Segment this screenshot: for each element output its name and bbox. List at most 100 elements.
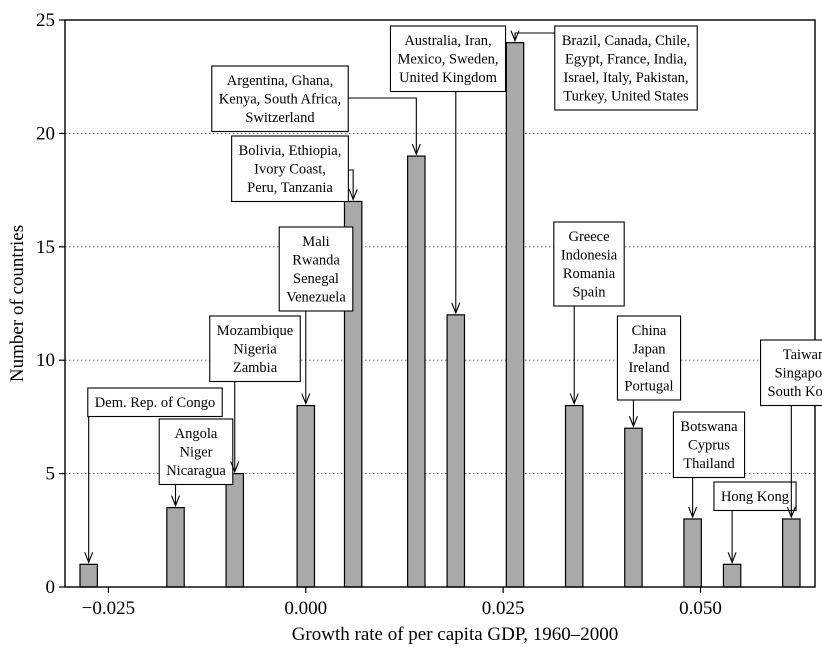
annotation-line: Egypt, France, India, — [565, 52, 687, 68]
annotation-box — [553, 221, 625, 307]
annotation-leader — [348, 97, 417, 155]
annotation-box — [760, 339, 822, 407]
annotation-line: Turkey, United States — [563, 89, 689, 105]
annotation-line: Portugal — [624, 379, 673, 395]
annotation-line: Ivory Coast, — [254, 162, 326, 178]
annotation-line: Botswana — [680, 419, 738, 435]
y-tick-label: 20 — [36, 123, 55, 144]
annotation-leader — [348, 169, 354, 200]
annotation-line: Argentina, Ghana, — [227, 73, 333, 89]
bar — [225, 473, 245, 588]
bar — [683, 518, 702, 588]
annotation-arrowhead — [230, 461, 240, 474]
bar — [624, 427, 643, 588]
bar — [782, 518, 801, 588]
annotation-arrowhead — [451, 302, 461, 315]
bar — [505, 42, 525, 588]
annotation-box — [713, 481, 797, 512]
y-tick-label: 10 — [36, 350, 55, 371]
x-axis-title: Growth rate of per capita GDP, 1960–2000 — [292, 624, 619, 645]
annotation-arrowhead — [510, 30, 520, 43]
annotation: Angola Niger Nicaragua — [158, 418, 234, 508]
bars — [79, 42, 801, 588]
annotation-line: Australia, Iran, — [404, 33, 491, 49]
annotation-line: Mali — [302, 234, 329, 250]
annotation-line: Switzerland — [245, 110, 315, 126]
annotation-arrowhead — [411, 143, 421, 156]
plot-frame — [64, 19, 816, 588]
annotation-box — [231, 135, 349, 203]
bar — [166, 507, 185, 588]
annotation-line: Bolivia, Ethiopia, — [239, 143, 342, 159]
axes: 0 5 10 15 20 25 −0.025 0.000 0.025 0.050 — [36, 10, 816, 619]
annotation-line: Greece — [568, 229, 609, 245]
bar — [446, 314, 466, 588]
y-axis-title: Number of countries — [7, 225, 28, 382]
annotation-line: Niger — [179, 445, 212, 461]
annotation-arrowhead — [171, 495, 181, 508]
x-tick-label: −0.025 — [82, 598, 135, 619]
annotation-line: Romania — [563, 266, 616, 282]
annotation-line: Rwanda — [292, 253, 340, 269]
annotation: Mali Rwanda Senegal Venezuela — [278, 226, 354, 406]
annotation: Dem. Rep. of Congo — [84, 387, 223, 564]
annotation-line: Singapore — [775, 366, 822, 382]
annotation: China Japan Ireland Portugal — [616, 315, 682, 428]
annotation: Botswana Cyprus Thailand — [672, 411, 746, 519]
annotation: Australia, Iran, Mexico, Sweden, United Ki… — [389, 25, 507, 315]
annotation-line: Taiwan — [783, 347, 822, 363]
annotation: Taiwan Singapore South Korea — [760, 339, 822, 519]
annotation-line: Nicaragua — [166, 463, 226, 479]
annotation-arrowhead — [569, 393, 579, 406]
annotation-line: Kenya, South Africa, — [219, 92, 341, 108]
bar — [407, 155, 426, 588]
annotation-line: Ireland — [628, 360, 670, 376]
annotation-arrowhead — [301, 393, 311, 406]
y-tick-label: 5 — [46, 464, 56, 485]
annotation: Argentina, Ghana, Kenya, South Africa, Swi… — [211, 65, 421, 156]
annotation-box — [278, 226, 354, 312]
annotation-box — [672, 411, 746, 479]
annotation-line: Mexico, Sweden, — [397, 52, 498, 68]
annotation: Mozambique Nigeria Zambia — [209, 315, 301, 474]
y-tick-label: 25 — [36, 10, 55, 31]
annotation-line: South Korea — [768, 384, 822, 400]
annotation: Brazil, Canada, Chile, Egypt, France, Ind… — [510, 25, 698, 111]
annotation-box — [87, 387, 223, 418]
annotation-box — [211, 65, 349, 133]
x-tick-label: 0.000 — [284, 598, 327, 619]
bar — [722, 563, 742, 588]
annotation-line: Japan — [632, 342, 666, 358]
annotation-box — [158, 418, 234, 486]
annotation-arrowhead — [727, 552, 737, 564]
annotation: Bolivia, Ethiopia, Ivory Coast, Peru, Tanz… — [231, 135, 358, 203]
annotation-arrowhead — [688, 506, 698, 519]
annotation-arrowhead — [84, 552, 94, 564]
annotation-line: Peru, Tanzania — [247, 180, 333, 196]
annotation: Hong Kong — [713, 481, 797, 564]
annotation-line: Hong Kong — [721, 489, 789, 505]
annotation-line: Brazil, Canada, Chile, — [562, 33, 690, 49]
annotation-box — [209, 315, 301, 383]
annotation-line: Dem. Rep. of Congo — [95, 395, 215, 411]
annotation-arrowhead — [628, 416, 638, 428]
annotation: Greece Indonesia Romania Spain — [553, 221, 625, 406]
annotation-line: United Kingdom — [399, 70, 498, 86]
annotation-line: Venezuela — [286, 290, 346, 306]
annotation-line: Cyprus — [688, 438, 730, 454]
bar — [79, 563, 98, 588]
annotation-arrowhead — [786, 506, 796, 519]
annotation-box — [616, 315, 682, 401]
annotation-line: Senegal — [293, 271, 339, 287]
annotation-leader — [514, 32, 555, 41]
annotation-arrowhead — [348, 189, 358, 201]
y-tick-label: 0 — [46, 577, 56, 598]
y-tick-label: 15 — [36, 237, 55, 258]
annotation-line: Angola — [175, 426, 218, 442]
annotation-line: Thailand — [683, 456, 735, 472]
annotations: Dem. Rep. of Congo Angola Niger NicaraguaMo… — [84, 25, 822, 564]
annotation-line: China — [632, 323, 667, 339]
x-tick-label: 0.025 — [482, 598, 525, 619]
annotation-line: Nigeria — [233, 342, 277, 358]
